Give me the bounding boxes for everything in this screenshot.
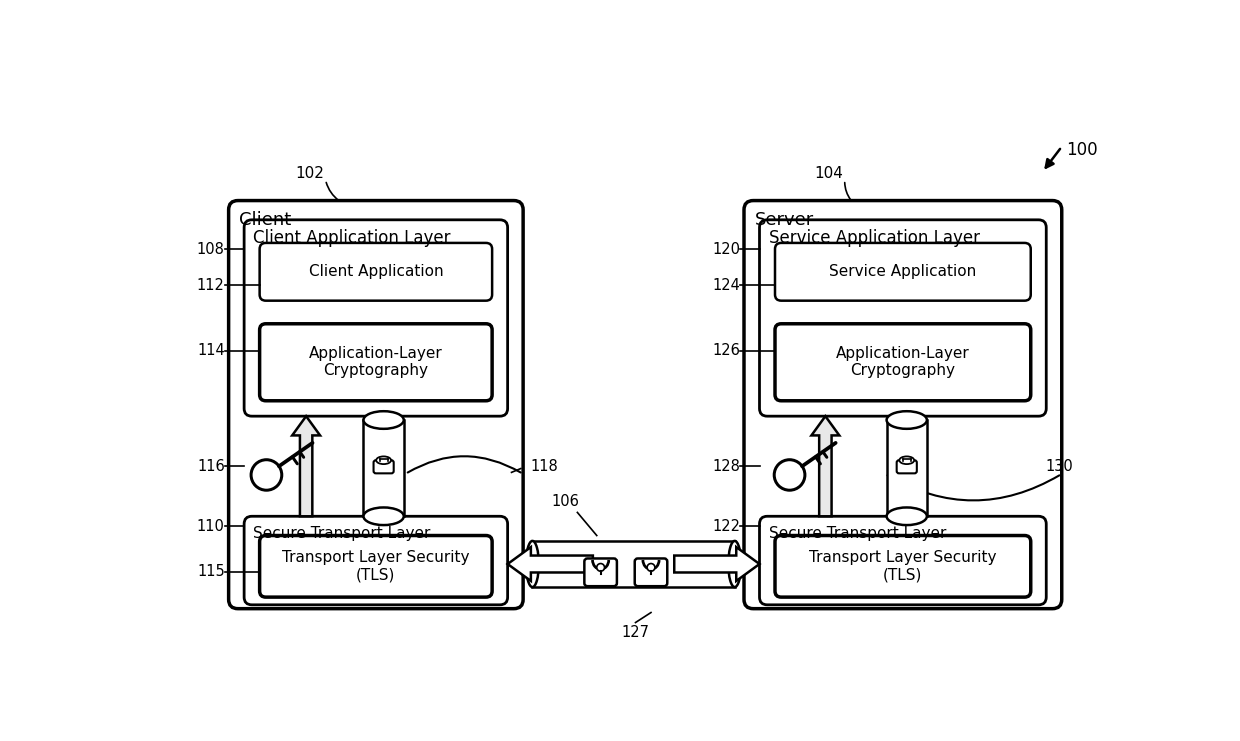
Text: 104: 104 — [815, 166, 843, 181]
Text: 127: 127 — [621, 625, 650, 639]
FancyBboxPatch shape — [635, 559, 667, 586]
Text: 100: 100 — [1065, 142, 1097, 159]
Polygon shape — [811, 416, 839, 516]
Text: Client Application: Client Application — [309, 265, 443, 279]
Ellipse shape — [887, 508, 928, 525]
Polygon shape — [507, 547, 593, 581]
Ellipse shape — [728, 541, 742, 587]
FancyBboxPatch shape — [759, 516, 1047, 605]
Polygon shape — [675, 547, 759, 581]
Text: 118: 118 — [531, 459, 559, 473]
Text: 102: 102 — [295, 166, 325, 181]
Text: 114: 114 — [197, 343, 224, 358]
Text: Client Application Layer: Client Application Layer — [253, 229, 451, 247]
FancyBboxPatch shape — [228, 201, 523, 608]
Circle shape — [596, 564, 605, 571]
Text: Application-Layer
Cryptography: Application-Layer Cryptography — [309, 346, 443, 379]
FancyBboxPatch shape — [373, 460, 394, 473]
Text: Service Application Layer: Service Application Layer — [769, 229, 980, 247]
FancyBboxPatch shape — [744, 201, 1061, 608]
Text: Transport Layer Security
(TLS): Transport Layer Security (TLS) — [283, 550, 470, 582]
FancyBboxPatch shape — [244, 516, 507, 605]
Ellipse shape — [363, 508, 404, 525]
Text: 110: 110 — [197, 519, 224, 534]
Text: Secure Transport Layer: Secure Transport Layer — [769, 525, 946, 540]
Ellipse shape — [376, 456, 391, 464]
FancyBboxPatch shape — [775, 536, 1030, 597]
Polygon shape — [293, 416, 320, 516]
Polygon shape — [893, 416, 920, 518]
Text: 106: 106 — [552, 494, 579, 508]
FancyBboxPatch shape — [775, 324, 1030, 401]
FancyBboxPatch shape — [584, 559, 618, 586]
Circle shape — [647, 564, 655, 571]
FancyBboxPatch shape — [259, 536, 492, 597]
Text: Service Application: Service Application — [830, 265, 977, 279]
Ellipse shape — [887, 411, 928, 429]
Text: 116: 116 — [197, 459, 224, 473]
Text: Server: Server — [755, 211, 815, 230]
Text: 108: 108 — [197, 242, 224, 256]
Text: 122: 122 — [712, 519, 740, 534]
Ellipse shape — [363, 411, 404, 429]
FancyBboxPatch shape — [259, 324, 492, 401]
Bar — [887, 420, 926, 516]
FancyBboxPatch shape — [244, 220, 507, 416]
FancyBboxPatch shape — [775, 243, 1030, 301]
Text: 130: 130 — [1045, 459, 1074, 473]
FancyBboxPatch shape — [259, 243, 492, 301]
Text: 120: 120 — [712, 242, 740, 256]
Text: Secure Transport Layer: Secure Transport Layer — [253, 525, 430, 540]
Text: 112: 112 — [197, 278, 224, 293]
Bar — [363, 420, 404, 516]
FancyBboxPatch shape — [897, 460, 916, 473]
Ellipse shape — [526, 541, 539, 587]
Ellipse shape — [899, 456, 914, 464]
Text: 126: 126 — [712, 343, 740, 358]
Text: Transport Layer Security
(TLS): Transport Layer Security (TLS) — [810, 550, 997, 582]
Text: 124: 124 — [712, 278, 740, 293]
Text: Client: Client — [239, 211, 291, 230]
Text: Application-Layer
Cryptography: Application-Layer Cryptography — [836, 346, 970, 379]
Text: 128: 128 — [712, 459, 740, 473]
Polygon shape — [370, 416, 398, 518]
Text: 115: 115 — [197, 564, 224, 579]
FancyBboxPatch shape — [759, 220, 1047, 416]
